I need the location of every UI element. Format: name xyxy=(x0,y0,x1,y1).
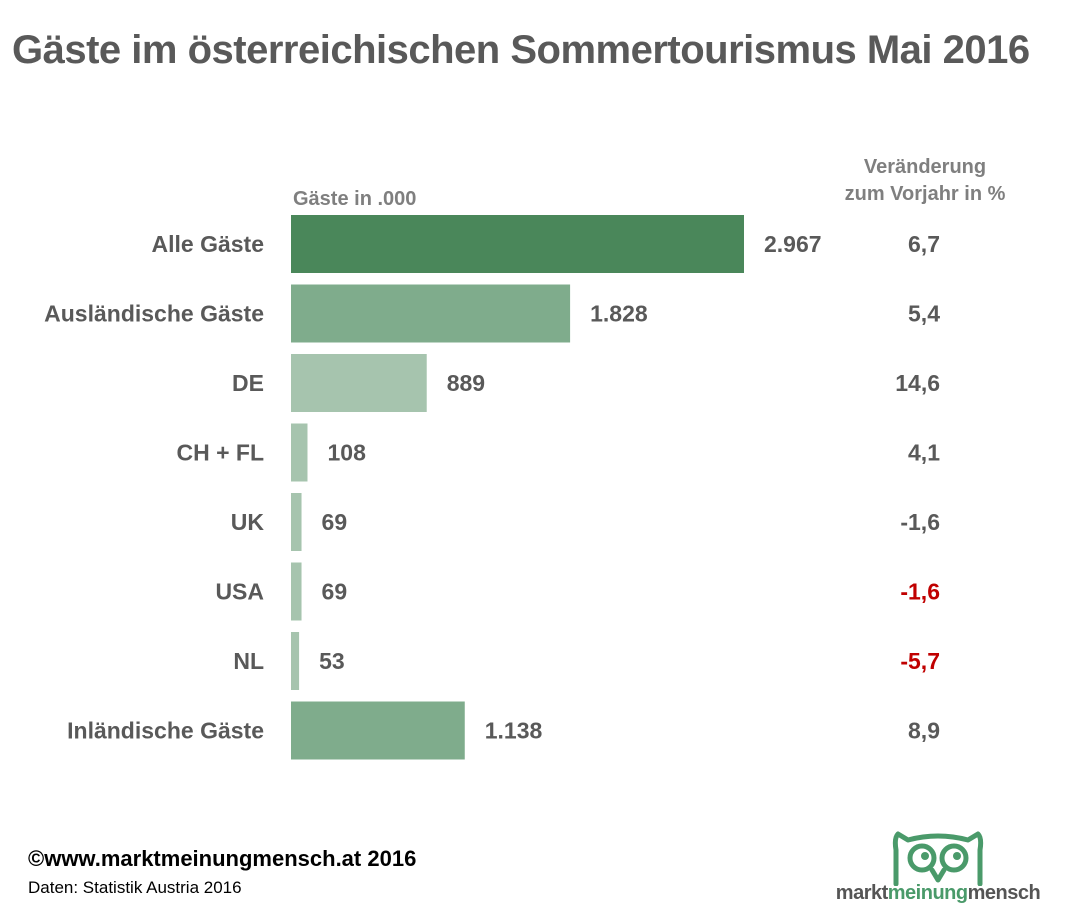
bar xyxy=(291,215,744,273)
change-label: -1,6 xyxy=(900,509,940,535)
change-label: -1,6 xyxy=(900,579,940,605)
category-label: CH + FL xyxy=(176,440,264,466)
change-label: 6,7 xyxy=(908,231,940,257)
value-label: 108 xyxy=(327,440,366,466)
category-label: Ausländische Gäste xyxy=(44,301,264,327)
change-header-line2: zum Vorjahr in % xyxy=(844,183,1006,205)
change-header-line1: Veränderung xyxy=(863,156,987,178)
bar xyxy=(291,354,427,412)
bar xyxy=(291,562,302,621)
bar xyxy=(291,284,571,343)
logo-wordmark: marktmeinungmensch xyxy=(828,882,1048,905)
bar xyxy=(291,632,300,690)
value-label: 69 xyxy=(322,509,348,535)
bar xyxy=(291,493,302,551)
brand-logo: marktmeinungmensch xyxy=(828,830,1048,910)
source-text: Daten: Statistik Austria 2016 xyxy=(28,878,242,897)
value-label: 1.138 xyxy=(485,718,543,744)
category-label: UK xyxy=(231,509,265,535)
unit-label: Gäste in .000 xyxy=(293,188,417,210)
chart-title: Gäste im österreichischen Sommertourismu… xyxy=(12,28,1030,72)
category-label: USA xyxy=(215,579,264,605)
change-column-header: Veränderung zum Vorjahr in % xyxy=(820,154,1030,208)
copyright-text: ©www.marktmeinungmensch.at 2016 xyxy=(28,846,417,871)
change-label: 5,4 xyxy=(908,301,940,327)
bar xyxy=(291,423,308,482)
logo-text-meinung: meinung xyxy=(887,882,968,904)
change-label: 8,9 xyxy=(908,718,940,744)
category-label: NL xyxy=(233,648,264,674)
change-label: -5,7 xyxy=(900,648,940,674)
value-label: 53 xyxy=(319,648,345,674)
value-label: 2.967 xyxy=(764,231,822,257)
logo-text-mensch: mensch xyxy=(967,882,1041,904)
bar-chart: Alle Gäste 2.967 6,7 Ausländische Gäste 1.82… xyxy=(44,215,940,760)
logo-text-markt: markt xyxy=(835,882,888,904)
change-label: 4,1 xyxy=(908,440,940,466)
change-label: 14,6 xyxy=(895,370,940,396)
value-label: 69 xyxy=(322,579,348,605)
category-label: Inländische Gäste xyxy=(67,718,264,744)
category-label: Alle Gäste xyxy=(152,231,265,257)
owl-icon xyxy=(892,831,984,887)
bar xyxy=(291,701,465,760)
value-label: 1.828 xyxy=(590,301,648,327)
value-label: 889 xyxy=(447,370,485,396)
category-label: DE xyxy=(232,370,264,396)
